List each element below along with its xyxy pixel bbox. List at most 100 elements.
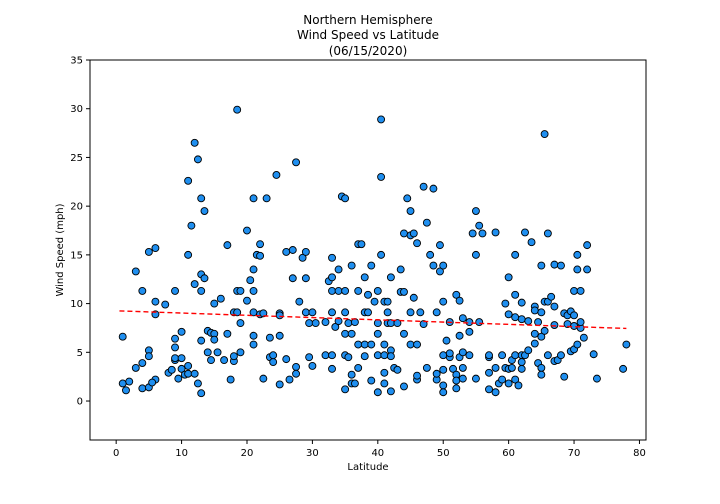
x-tick-label: 10 bbox=[175, 448, 188, 459]
data-point bbox=[203, 348, 212, 357]
data-point bbox=[328, 351, 336, 360]
data-point bbox=[331, 323, 340, 331]
data-point bbox=[328, 308, 336, 317]
data-point bbox=[334, 286, 343, 295]
data-point bbox=[517, 358, 526, 367]
data-point bbox=[471, 207, 480, 215]
data-point bbox=[288, 246, 297, 254]
y-tick-label: 30 bbox=[70, 104, 83, 115]
data-point bbox=[543, 351, 552, 360]
data-point bbox=[514, 381, 523, 390]
data-point bbox=[380, 368, 389, 377]
y-tick-label: 20 bbox=[70, 202, 83, 213]
data-point bbox=[550, 321, 559, 329]
data-point bbox=[167, 365, 176, 374]
data-point bbox=[373, 351, 382, 360]
data-point bbox=[344, 353, 353, 362]
data-point bbox=[197, 389, 206, 398]
data-point bbox=[511, 250, 520, 259]
data-point bbox=[174, 374, 183, 383]
data-point bbox=[583, 265, 592, 274]
x-axis-ticks: 0 10 20 30 40 50 60 70 80 bbox=[113, 440, 646, 459]
data-point bbox=[413, 239, 422, 248]
data-point bbox=[458, 363, 467, 372]
y-tick-label: 5 bbox=[77, 348, 83, 359]
data-point bbox=[570, 311, 578, 320]
y-tick-label: 35 bbox=[70, 56, 83, 67]
data-point bbox=[357, 240, 366, 249]
data-point bbox=[367, 376, 376, 385]
data-point bbox=[347, 370, 356, 379]
data-point bbox=[118, 379, 127, 388]
data-point bbox=[429, 184, 438, 193]
data-point bbox=[344, 319, 353, 328]
data-point bbox=[373, 319, 382, 328]
data-point bbox=[151, 244, 160, 253]
data-point bbox=[275, 311, 284, 320]
data-point bbox=[413, 340, 422, 349]
data-point bbox=[579, 333, 588, 342]
data-point bbox=[573, 250, 582, 259]
x-tick-label: 60 bbox=[502, 448, 515, 459]
data-point bbox=[386, 387, 395, 396]
data-point bbox=[439, 261, 448, 270]
data-point bbox=[537, 370, 546, 379]
data-point bbox=[439, 365, 448, 374]
data-point bbox=[321, 351, 330, 360]
data-point bbox=[347, 329, 356, 338]
data-point bbox=[288, 274, 297, 283]
data-point bbox=[223, 329, 232, 338]
data-point bbox=[406, 340, 415, 349]
data-point bbox=[393, 365, 402, 374]
data-point bbox=[622, 340, 631, 349]
data-point bbox=[439, 381, 448, 390]
data-point bbox=[269, 358, 278, 367]
data-point bbox=[498, 375, 507, 384]
data-point bbox=[220, 356, 229, 365]
data-point bbox=[367, 261, 376, 270]
data-point bbox=[498, 351, 507, 360]
data-point bbox=[138, 359, 147, 367]
data-points bbox=[118, 105, 631, 398]
data-point bbox=[511, 313, 520, 322]
data-point bbox=[386, 273, 395, 282]
data-point bbox=[485, 351, 493, 360]
data-point bbox=[458, 374, 467, 383]
data-point bbox=[521, 228, 529, 237]
data-point bbox=[422, 218, 431, 227]
x-tick-label: 30 bbox=[306, 448, 319, 459]
data-point bbox=[400, 382, 408, 391]
data-point bbox=[301, 247, 310, 256]
data-point bbox=[491, 228, 500, 237]
data-point bbox=[131, 267, 140, 276]
data-point bbox=[305, 353, 314, 362]
y-tick-label: 25 bbox=[70, 153, 83, 164]
data-point bbox=[311, 319, 320, 328]
data-point bbox=[517, 364, 526, 373]
data-point bbox=[148, 378, 157, 387]
data-point bbox=[432, 369, 441, 378]
data-point bbox=[298, 253, 307, 262]
data-point bbox=[144, 352, 153, 361]
data-point bbox=[465, 351, 474, 360]
data-point bbox=[184, 361, 193, 370]
data-point bbox=[452, 376, 461, 385]
data-point bbox=[308, 308, 317, 317]
data-point bbox=[511, 351, 520, 360]
chart-title-line-3: (06/15/2020) bbox=[329, 44, 408, 58]
data-point bbox=[445, 349, 454, 358]
y-axis-label: Wind Speed (mph) bbox=[55, 203, 66, 296]
data-point bbox=[341, 329, 350, 338]
data-point bbox=[226, 375, 235, 384]
data-point bbox=[282, 247, 291, 256]
data-point bbox=[347, 261, 356, 270]
data-point bbox=[272, 171, 281, 179]
x-tick-label: 50 bbox=[437, 448, 450, 459]
y-tick-label: 0 bbox=[77, 397, 83, 408]
data-point bbox=[360, 340, 369, 349]
data-point bbox=[125, 377, 134, 386]
data-point bbox=[485, 385, 493, 394]
data-point bbox=[341, 286, 350, 295]
data-point bbox=[458, 314, 467, 323]
data-point bbox=[475, 221, 484, 230]
